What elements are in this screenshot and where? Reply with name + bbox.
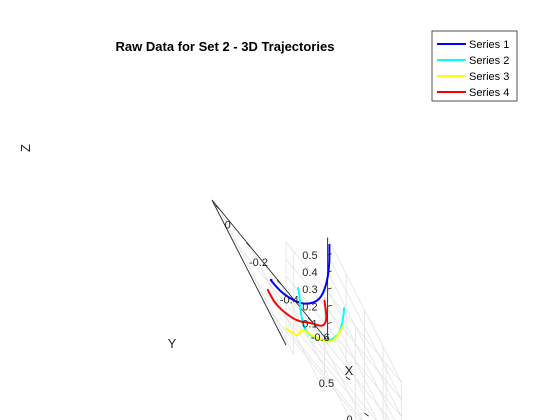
x-tick [276, 280, 282, 285]
y-tick [345, 376, 351, 381]
z-tick [327, 322, 332, 324]
wall-grid-line [285, 293, 391, 420]
wall-grid-line [327, 271, 402, 418]
floor-grid-line [267, 308, 360, 420]
wall-grid-line [327, 288, 395, 420]
legend-label: Series 4 [469, 87, 509, 99]
x-tick [307, 317, 313, 323]
legend-box [431, 30, 518, 102]
y-axis-label: Y [168, 336, 177, 351]
z-tick-label: 0.3 [302, 284, 317, 296]
x-tick-label: 0 [225, 219, 231, 231]
box-edge [327, 237, 402, 383]
series-3-line [285, 325, 345, 343]
legend: Series 1 Series 2 Series 3 Series 4 [431, 30, 518, 102]
x-axis-line [211, 199, 287, 346]
wall-grid-line [285, 258, 402, 401]
x-tick-label: -0.6 [311, 332, 330, 344]
wall-grid-line [327, 254, 402, 400]
legend-label: Series 1 [469, 39, 509, 51]
legend-label: Series 3 [469, 71, 509, 83]
legend-label: Series 2 [469, 55, 509, 67]
z-tick [327, 304, 332, 307]
z-tick-label: 0.4 [302, 267, 317, 279]
floor-grid-line [248, 272, 365, 414]
z-tick [327, 287, 332, 290]
x-tick-label: -0.4 [280, 294, 299, 306]
series-4-line [266, 288, 328, 327]
series-1-line [269, 243, 331, 305]
text-layer: 0.10.20.30.40.50.50-0.5-0.6-0.4-0.20 [225, 219, 353, 420]
chart-title: Raw Data for Set 2 - 3D Trajectories [116, 39, 335, 54]
grid-layer [219, 209, 403, 420]
wall-grid-line [285, 310, 377, 420]
x-axis-label: X [345, 363, 354, 378]
axis-layer [211, 199, 369, 417]
y-tick [364, 412, 369, 417]
x-tick-label: -0.2 [249, 257, 268, 269]
wall-grid-line [285, 276, 402, 418]
x-tick [246, 242, 251, 248]
y-axis-line [211, 199, 328, 341]
y-tick-label: 0 [346, 414, 352, 420]
z-tick-label: 0.2 [302, 301, 317, 313]
x-tick [215, 205, 221, 210]
z-axis-label: Z [18, 144, 33, 152]
wall-grid-line [285, 327, 363, 420]
y-tick-label: 0.5 [319, 378, 334, 390]
series-layer [266, 243, 346, 343]
z-tick-label: 0.1 [302, 319, 317, 331]
wall-grid-line [327, 323, 378, 420]
floor-grid-line [230, 236, 347, 378]
z-tick-label: 0.5 [302, 250, 317, 262]
